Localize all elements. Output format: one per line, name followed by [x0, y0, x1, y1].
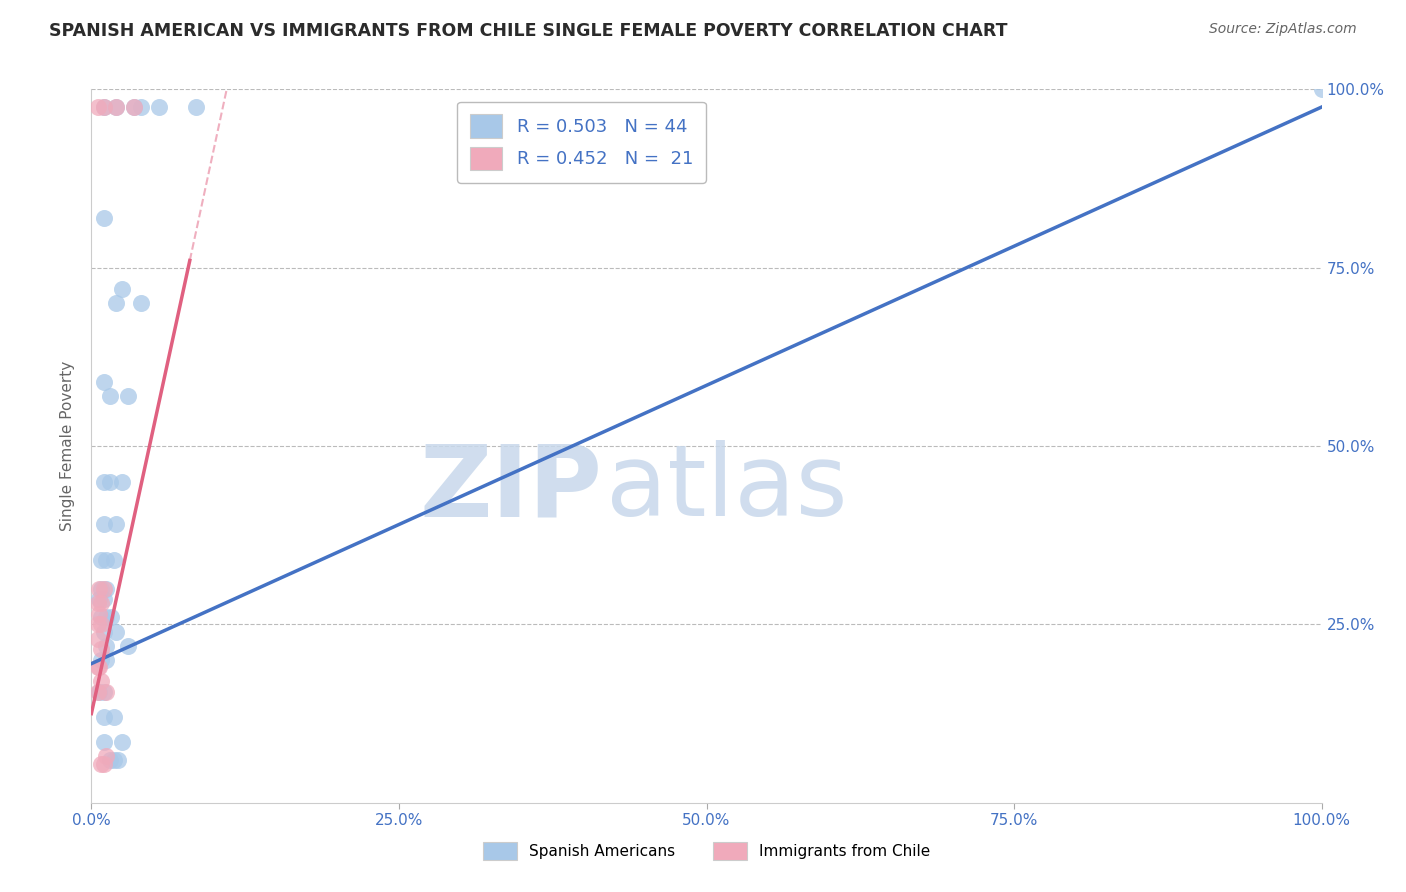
Point	[129, 100, 152, 114]
Point	[117, 639, 139, 653]
Point	[105, 296, 127, 310]
Point	[105, 517, 127, 532]
Point	[1310, 82, 1333, 96]
Point	[100, 610, 122, 624]
Point	[86, 685, 108, 699]
Point	[96, 553, 117, 567]
Point	[90, 653, 112, 667]
Point	[86, 100, 108, 114]
Point	[96, 610, 117, 624]
Text: SPANISH AMERICAN VS IMMIGRANTS FROM CHILE SINGLE FEMALE POVERTY CORRELATION CHAR: SPANISH AMERICAN VS IMMIGRANTS FROM CHIL…	[49, 22, 1008, 40]
Point	[105, 100, 127, 114]
Point	[129, 296, 152, 310]
Point	[124, 100, 146, 114]
Point	[107, 753, 129, 767]
Point	[86, 617, 108, 632]
Text: atlas: atlas	[606, 441, 848, 537]
Point	[96, 582, 117, 596]
Point	[111, 475, 134, 489]
Text: Source: ZipAtlas.com: Source: ZipAtlas.com	[1209, 22, 1357, 37]
Point	[103, 753, 125, 767]
Point	[87, 607, 110, 621]
Point	[93, 211, 115, 225]
Point	[93, 582, 115, 596]
Point	[93, 100, 115, 114]
Point	[105, 624, 127, 639]
Point	[86, 596, 108, 610]
Point	[86, 660, 108, 674]
Point	[90, 553, 112, 567]
Point	[93, 685, 115, 699]
Point	[93, 735, 115, 749]
Y-axis label: Single Female Poverty: Single Female Poverty	[60, 361, 76, 531]
Point	[98, 389, 121, 403]
Point	[90, 642, 112, 657]
Point	[90, 674, 112, 689]
Point	[103, 710, 125, 724]
Point	[148, 100, 170, 114]
Point	[124, 100, 146, 114]
Point	[105, 100, 127, 114]
Point	[93, 624, 115, 639]
Point	[98, 475, 121, 489]
Point	[90, 582, 112, 596]
Point	[86, 632, 108, 646]
Point	[87, 592, 110, 607]
Point	[87, 685, 110, 699]
Point	[117, 389, 139, 403]
Point	[87, 660, 110, 674]
Point	[93, 592, 115, 607]
Point	[111, 282, 134, 296]
Legend: Spanish Americans, Immigrants from Chile: Spanish Americans, Immigrants from Chile	[477, 836, 936, 866]
Point	[96, 653, 117, 667]
Point	[96, 639, 117, 653]
Point	[103, 553, 125, 567]
Point	[87, 582, 110, 596]
Point	[96, 749, 117, 764]
Point	[98, 753, 121, 767]
Point	[111, 735, 134, 749]
Point	[96, 685, 117, 699]
Point	[90, 756, 112, 771]
Point	[90, 596, 112, 610]
Point	[93, 710, 115, 724]
Point	[93, 100, 115, 114]
Point	[93, 756, 115, 771]
Point	[93, 375, 115, 389]
Point	[93, 475, 115, 489]
Point	[93, 517, 115, 532]
Point	[184, 100, 207, 114]
Point	[90, 610, 112, 624]
Point	[90, 617, 112, 632]
Text: ZIP: ZIP	[419, 441, 602, 537]
